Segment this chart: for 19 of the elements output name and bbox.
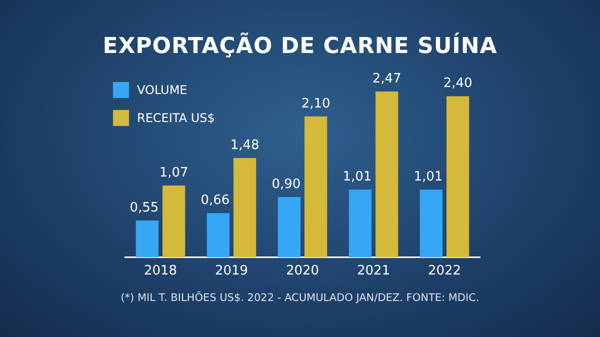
data-label: 0,66 [200,192,230,208]
data-label: 0,55 [130,200,159,216]
data-label: 2,47 [372,71,402,86]
data-label: 0,90 [272,176,301,192]
data-label: 2,10 [301,96,330,112]
x-tick-label: 2021 [356,264,390,279]
x-tick-label: 2022 [428,264,462,279]
data-label: 1,01 [414,169,443,184]
text: (*) MIL T. BILHÕES US$. 2022 - ACUMULADO JAN/DEZ. FONTE: MDIC. [120,292,480,304]
legend-label: RECEITA US$ [137,111,215,125]
data-label: 1,01 [342,169,372,184]
x-tick-label: 2018 [144,264,178,279]
x-tick-label: 2019 [214,264,248,279]
chart-title: EXPORTAÇÃO DE CARNE SUÍNA [102,34,498,59]
data-label: 2,40 [443,76,472,92]
legend-label: VOLUME [137,83,188,97]
x-tick-label: 2020 [286,264,320,279]
data-label: 1,48 [230,138,260,153]
data-label: 1,07 [159,165,188,180]
